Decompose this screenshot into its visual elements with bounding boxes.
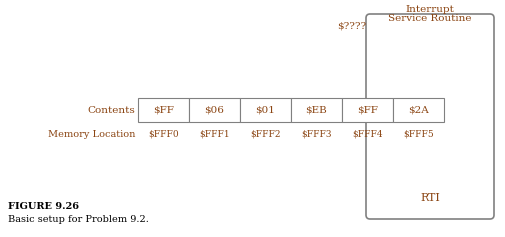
Text: $06: $06	[205, 105, 224, 114]
Bar	[342, 98, 393, 122]
Text: Basic setup for Problem 9.2.: Basic setup for Problem 9.2.	[8, 215, 149, 224]
Text: $FF: $FF	[357, 105, 378, 114]
FancyBboxPatch shape	[366, 14, 494, 219]
Text: $EB: $EB	[306, 105, 327, 114]
Text: Contents: Contents	[87, 105, 135, 114]
Text: $FFF5: $FFF5	[403, 130, 434, 139]
Text: $FFF3: $FFF3	[301, 130, 332, 139]
Text: $2A: $2A	[408, 105, 429, 114]
Text: $FFF2: $FFF2	[250, 130, 281, 139]
Text: $FF: $FF	[153, 105, 174, 114]
Text: Interrupt: Interrupt	[406, 5, 454, 14]
Text: $01: $01	[256, 105, 275, 114]
Bar	[240, 98, 291, 122]
Bar	[393, 98, 444, 122]
Text: $FFF0: $FFF0	[148, 130, 179, 139]
Bar	[189, 98, 240, 122]
Text: $FFF1: $FFF1	[199, 130, 230, 139]
Text: FIGURE 9.26: FIGURE 9.26	[8, 202, 79, 211]
Text: RTI: RTI	[420, 193, 440, 203]
Text: Service Routine: Service Routine	[388, 14, 472, 23]
Bar	[291, 98, 342, 122]
Text: Memory Location: Memory Location	[47, 130, 135, 139]
Bar	[138, 98, 189, 122]
Text: $????: $????	[337, 22, 366, 31]
Text: $FFF4: $FFF4	[352, 130, 383, 139]
